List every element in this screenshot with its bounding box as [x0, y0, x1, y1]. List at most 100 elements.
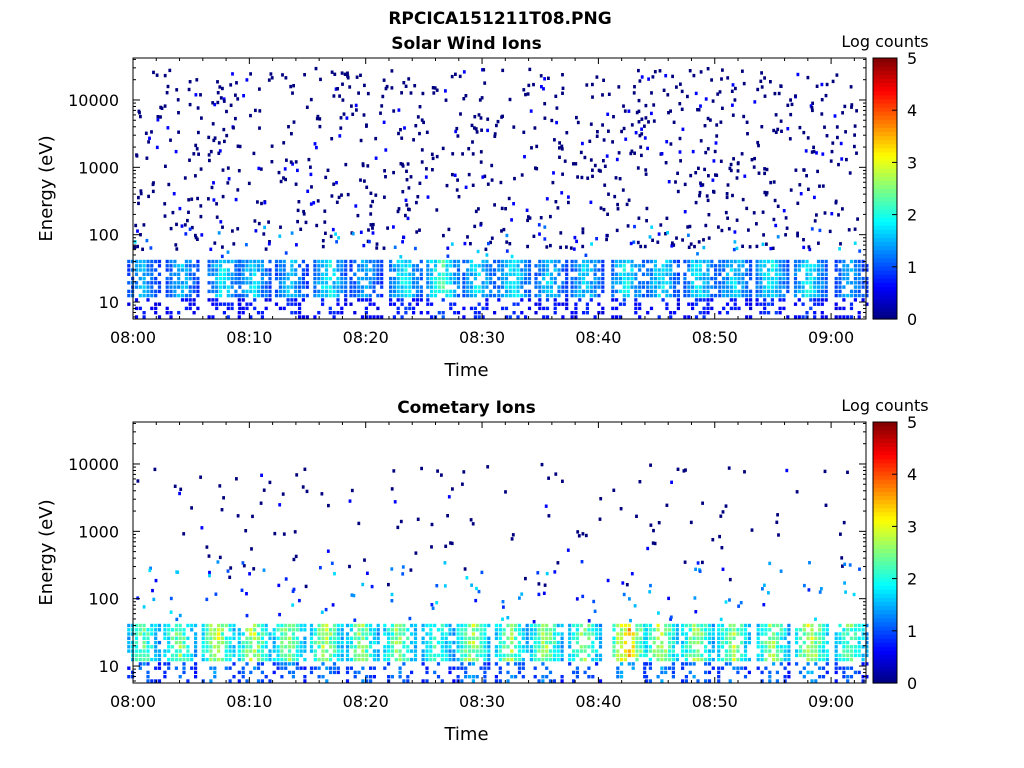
- heatmap-cell: [649, 289, 654, 294]
- heatmap-cell: [757, 171, 761, 175]
- heatmap-cell: [484, 247, 488, 251]
- heatmap-cell: [502, 640, 506, 645]
- heatmap-cell: [724, 504, 728, 508]
- heatmap-cell: [475, 586, 478, 591]
- heatmap-cell: [278, 306, 282, 311]
- heatmap-cell: [593, 264, 597, 268]
- heatmap-cell: [552, 649, 556, 653]
- heatmap-cell: [357, 670, 361, 675]
- heatmap-cell: [396, 268, 400, 272]
- heatmap-cell: [268, 636, 272, 640]
- heatmap-cell: [549, 276, 553, 281]
- heatmap-cell: [724, 632, 728, 636]
- colorbar-tick-label: 4: [907, 101, 917, 120]
- heatmap-cell: [174, 636, 178, 640]
- heatmap-cell: [517, 628, 522, 632]
- heatmap-cell: [516, 281, 520, 285]
- heatmap-cell: [138, 623, 142, 628]
- heatmap-cell: [565, 285, 569, 289]
- heatmap-cell: [365, 632, 369, 636]
- heatmap-cell: [615, 259, 619, 264]
- heatmap-cell: [767, 591, 770, 595]
- heatmap-cell: [419, 285, 423, 289]
- heatmap-cell: [814, 653, 818, 658]
- heatmap-cell: [353, 272, 357, 276]
- heatmap-cell: [437, 276, 441, 281]
- colorbar-step: [873, 540, 897, 545]
- heatmap-cell: [805, 281, 809, 285]
- heatmap-cell: [464, 657, 468, 662]
- heatmap-cell: [525, 208, 529, 212]
- heatmap-cell: [749, 259, 753, 264]
- heatmap-cell: [729, 162, 733, 167]
- heatmap-cell: [710, 78, 713, 82]
- heatmap-cell: [825, 623, 829, 628]
- heatmap-cell: [437, 285, 441, 289]
- heatmap-cell: [190, 666, 194, 670]
- heatmap-cell: [612, 645, 616, 649]
- heatmap-cell: [156, 118, 160, 122]
- heatmap-cell: [175, 247, 179, 251]
- heatmap-cell: [466, 259, 470, 264]
- heatmap-cell: [559, 245, 562, 250]
- heatmap-cell: [529, 623, 533, 628]
- heatmap-cell: [644, 168, 648, 172]
- heatmap-cell: [146, 640, 150, 645]
- y-tick-label: 10000: [68, 91, 119, 110]
- heatmap-cell: [449, 264, 453, 268]
- heatmap-cell: [846, 640, 850, 645]
- heatmap-cell: [763, 190, 767, 195]
- heatmap-cell: [598, 628, 603, 632]
- heatmap-cell: [332, 268, 336, 272]
- heatmap-cell: [552, 679, 556, 683]
- heatmap-cell: [313, 628, 317, 632]
- heatmap-cell: [500, 229, 503, 233]
- heatmap-cell: [818, 590, 822, 594]
- heatmap-cell: [802, 130, 806, 135]
- heatmap-cell: [184, 232, 188, 236]
- heatmap-cell: [290, 259, 294, 264]
- heatmap-cell: [404, 285, 408, 289]
- heatmap-cell: [648, 657, 652, 662]
- heatmap-cell: [336, 649, 340, 653]
- heatmap-cell: [704, 649, 708, 653]
- heatmap-cell: [669, 315, 673, 319]
- heatmap-cell: [602, 207, 606, 212]
- heatmap-cell: [820, 259, 824, 264]
- heatmap-cell: [728, 645, 732, 649]
- heatmap-cell: [783, 645, 787, 649]
- heatmap-cell: [346, 192, 350, 197]
- heatmap-cell: [763, 289, 767, 294]
- heatmap-cell: [127, 649, 131, 653]
- heatmap-cell: [691, 306, 695, 311]
- heatmap-cell: [726, 216, 729, 220]
- heatmap-cell: [419, 298, 423, 302]
- heatmap-cell: [657, 272, 661, 276]
- heatmap-cell: [229, 83, 233, 87]
- heatmap-cell: [653, 70, 657, 74]
- heatmap-cell: [481, 259, 485, 264]
- heatmap-cell: [630, 276, 634, 281]
- heatmap-cell: [737, 272, 741, 276]
- heatmap-cell: [626, 281, 630, 285]
- heatmap-cell: [303, 666, 307, 670]
- heatmap-cell: [838, 636, 842, 640]
- heatmap-cell: [718, 293, 722, 298]
- heatmap-cell: [626, 224, 630, 228]
- heatmap-cell: [646, 289, 650, 294]
- heatmap-cell: [249, 113, 252, 118]
- heatmap-cell: [408, 259, 412, 264]
- heatmap-cell: [589, 281, 593, 285]
- heatmap-cell: [431, 86, 435, 90]
- heatmap-cell: [778, 281, 782, 285]
- heatmap-cell: [437, 272, 441, 276]
- heatmap-cell: [718, 264, 722, 268]
- heatmap-cell: [560, 645, 564, 649]
- heatmap-cell: [369, 212, 373, 216]
- heatmap-cell: [790, 102, 794, 107]
- heatmap-cell: [669, 281, 673, 285]
- heatmap-cell: [732, 623, 736, 628]
- heatmap-cell: [390, 636, 394, 640]
- heatmap-cell: [549, 259, 553, 264]
- colorbar-step: [873, 495, 897, 501]
